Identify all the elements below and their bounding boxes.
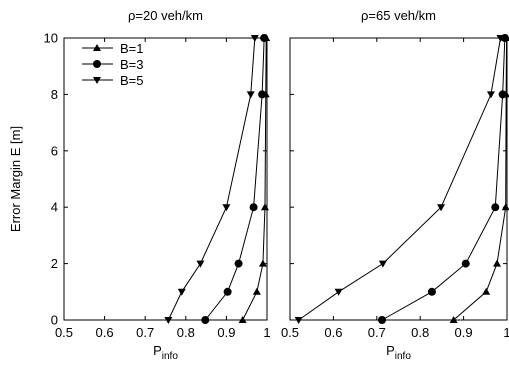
y-axis-label: Error Margin E [m] bbox=[8, 126, 23, 232]
data-point-B5 bbox=[246, 91, 255, 99]
data-point-B3 bbox=[427, 287, 436, 296]
legend-marker-B5 bbox=[93, 77, 101, 84]
legend-marker-B1 bbox=[93, 44, 101, 51]
chart-title: ρ=65 veh/km bbox=[361, 8, 436, 23]
x-tick-label: 0.7 bbox=[368, 325, 386, 340]
series-line-B1 bbox=[453, 37, 508, 321]
y-tick-label: 0 bbox=[51, 313, 58, 328]
series-line-B3 bbox=[204, 37, 265, 321]
data-point-B3 bbox=[491, 203, 500, 212]
data-point-B5 bbox=[486, 91, 495, 99]
legend-label: B=5 bbox=[120, 73, 144, 88]
data-point-B3 bbox=[234, 259, 243, 268]
data-point-B1 bbox=[238, 316, 247, 323]
x-axis-label-sub: info bbox=[162, 351, 179, 362]
data-point-B1 bbox=[482, 287, 491, 295]
series-line-B5 bbox=[298, 37, 501, 321]
y-tick-label: 8 bbox=[51, 87, 58, 102]
legend-label: B=3 bbox=[120, 57, 144, 72]
data-point-B1 bbox=[493, 259, 502, 267]
legend-marker-B3 bbox=[93, 60, 101, 68]
x-axis-label: Pinfo bbox=[386, 343, 411, 362]
data-point-B5 bbox=[196, 260, 205, 268]
data-point-B1 bbox=[449, 316, 458, 323]
data-point-B5 bbox=[222, 204, 231, 212]
chart-panel-1: ρ=20 veh/km0.5 0.6 0.7 0.8 0.9 10246810PinfoE… bbox=[8, 8, 271, 362]
chart-panel-2: ρ=65 veh/km 0.5 0.6 0.7 0.8 0.9 1 Pinfo bbox=[281, 8, 509, 362]
x-tick-label: 0.5 bbox=[281, 325, 299, 340]
data-point-B1 bbox=[258, 259, 267, 267]
series-line-B1 bbox=[242, 37, 267, 321]
data-point-B3 bbox=[249, 203, 258, 212]
x-tick-label: 0.6 bbox=[324, 325, 342, 340]
x-axis-label-sub: info bbox=[395, 351, 412, 362]
data-point-B5 bbox=[294, 317, 303, 324]
data-point-B5 bbox=[250, 35, 259, 42]
legend: B=1B=3B=5 bbox=[82, 41, 144, 88]
y-tick-label: 2 bbox=[51, 256, 58, 271]
x-tick-label: 0.6 bbox=[96, 325, 114, 340]
data-point-B5 bbox=[437, 204, 446, 212]
y-tick-label: 6 bbox=[51, 143, 58, 158]
x-tick-label: 0.9 bbox=[455, 325, 473, 340]
data-point-B3 bbox=[258, 90, 267, 99]
data-point-B3 bbox=[378, 316, 387, 324]
data-point-B1 bbox=[501, 203, 509, 211]
x-axis-label: Pinfo bbox=[153, 343, 178, 362]
data-point-B3 bbox=[461, 259, 470, 268]
x-tick-label: 0.9 bbox=[217, 325, 235, 340]
data-point-B3 bbox=[201, 316, 210, 324]
data-point-B5 bbox=[496, 35, 505, 42]
data-point-B5 bbox=[334, 288, 343, 296]
x-tick-label: 0.7 bbox=[136, 325, 154, 340]
plot-frame bbox=[289, 37, 508, 321]
x-axis-label-main: P bbox=[153, 343, 162, 358]
data-point-B5 bbox=[378, 260, 387, 268]
chart-title: ρ=20 veh/km bbox=[128, 8, 203, 23]
x-axis-label-main: P bbox=[386, 343, 395, 358]
series-line-B5 bbox=[167, 37, 256, 321]
data-point-B3 bbox=[223, 287, 232, 296]
x-tick-label: 1 bbox=[503, 325, 509, 340]
data-point-B5 bbox=[177, 288, 186, 296]
x-tick-label: 0.8 bbox=[177, 325, 195, 340]
plot-frame bbox=[63, 37, 268, 321]
data-point-B3 bbox=[498, 90, 507, 99]
series-line-B3 bbox=[381, 37, 506, 321]
data-point-B3 bbox=[260, 34, 269, 42]
y-tick-label: 4 bbox=[51, 200, 58, 215]
data-point-B5 bbox=[164, 317, 173, 324]
data-point-B1 bbox=[252, 287, 261, 295]
y-tick-label: 10 bbox=[44, 31, 58, 46]
x-tick-label: 0.8 bbox=[411, 325, 429, 340]
x-tick-label: 0.5 bbox=[55, 325, 73, 340]
legend-label: B=1 bbox=[120, 41, 144, 56]
data-point-B1 bbox=[260, 203, 269, 211]
x-tick-label: 1 bbox=[263, 325, 270, 340]
